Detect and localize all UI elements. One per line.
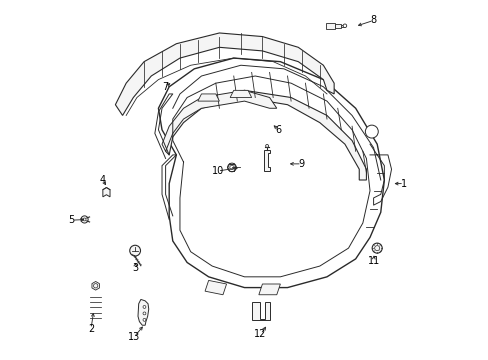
Text: 5: 5 (68, 215, 75, 225)
Bar (325, 23, 335, 29)
Polygon shape (115, 33, 333, 116)
Text: 8: 8 (370, 15, 376, 26)
Circle shape (371, 243, 382, 253)
Bar (335, 24, 340, 28)
Polygon shape (158, 58, 384, 288)
Bar (340, 25, 344, 27)
Text: 10: 10 (211, 166, 224, 176)
Polygon shape (258, 284, 280, 295)
Circle shape (142, 312, 145, 315)
Polygon shape (162, 90, 276, 151)
Text: 9: 9 (298, 159, 305, 169)
Text: 6: 6 (275, 125, 281, 135)
Circle shape (129, 245, 140, 256)
Circle shape (365, 125, 378, 138)
Polygon shape (198, 94, 219, 101)
Polygon shape (165, 90, 366, 180)
Circle shape (343, 24, 346, 28)
Polygon shape (92, 282, 99, 290)
Polygon shape (264, 149, 269, 171)
Circle shape (142, 306, 145, 309)
Text: 12: 12 (254, 329, 266, 339)
Text: 1: 1 (400, 179, 407, 189)
Text: 2: 2 (88, 324, 94, 334)
Circle shape (142, 319, 145, 321)
Text: 13: 13 (128, 332, 140, 342)
Circle shape (81, 216, 88, 223)
Polygon shape (204, 280, 226, 295)
Polygon shape (102, 188, 110, 197)
Text: 11: 11 (366, 256, 379, 266)
Circle shape (265, 144, 268, 147)
Polygon shape (251, 302, 269, 320)
Polygon shape (138, 300, 148, 325)
Polygon shape (230, 90, 251, 98)
Text: 4: 4 (100, 175, 106, 185)
Text: 3: 3 (132, 263, 138, 273)
Text: 7: 7 (162, 82, 168, 92)
